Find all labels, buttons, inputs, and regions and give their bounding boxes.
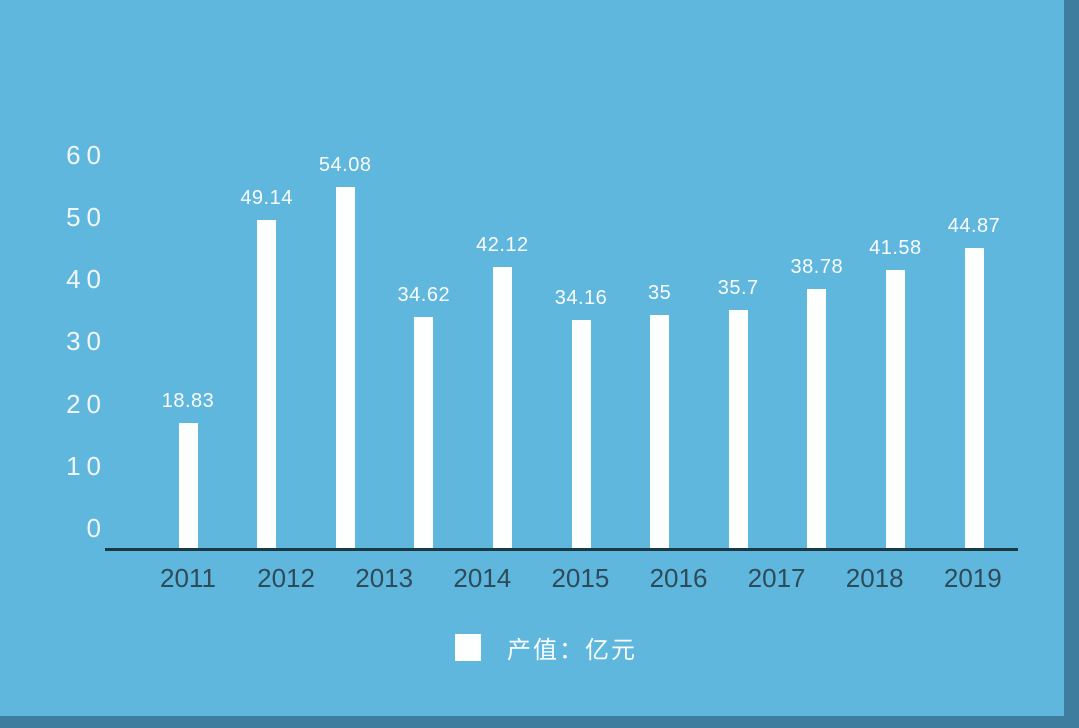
x-axis-year-label-2013: 2013	[355, 563, 414, 593]
bar-7	[728, 309, 748, 551]
legend: 产值：亿元	[455, 630, 637, 665]
bar-3	[414, 317, 434, 551]
y-axis-tick-label-60: 60	[66, 139, 107, 170]
bar-5	[571, 320, 591, 551]
bar-0	[178, 422, 198, 551]
y-axis-tick-label-0: 0	[86, 513, 107, 543]
bar-value-label-5: 34.16	[554, 287, 608, 310]
bar-4	[492, 266, 512, 551]
bar-1	[257, 219, 277, 551]
bar-8	[807, 289, 827, 551]
y-axis-tick-label-20: 20	[66, 388, 107, 419]
bar-value-label-0: 18.83	[161, 389, 215, 412]
y-axis-tick-label-40: 40	[66, 264, 107, 295]
x-axis-year-label-2012: 2012	[257, 563, 316, 593]
x-axis-year-label-2014: 2014	[453, 563, 512, 593]
bar-value-label-8: 38.78	[790, 256, 844, 279]
right-edge-strip	[1064, 0, 1079, 728]
bar-10	[964, 248, 984, 551]
bar-value-label-10: 44.87	[947, 215, 1001, 238]
x-axis-year-label-2018: 2018	[845, 563, 904, 593]
legend-label: 产值：亿元	[507, 637, 637, 664]
bar-2	[335, 186, 355, 551]
bar-value-label-4: 42.12	[476, 233, 529, 256]
x-axis-year-label-2015: 2015	[551, 563, 610, 593]
legend-swatch-icon	[455, 634, 481, 661]
bar-9	[885, 270, 905, 551]
bar-value-label-6: 35	[647, 281, 672, 304]
x-axis-year-label-2011: 2011	[160, 563, 216, 593]
y-axis-tick-label-10: 10	[66, 450, 107, 481]
bar-value-label-1: 49.14	[240, 186, 293, 209]
x-axis-year-label-2016: 2016	[649, 563, 708, 593]
bar-6	[650, 314, 670, 551]
x-axis-year-label-2019: 2019	[943, 563, 1002, 593]
bar-value-label-7: 35.7	[717, 276, 759, 299]
bar-value-label-2: 54.08	[318, 153, 372, 176]
y-axis-tick-label-50: 50	[66, 202, 107, 233]
y-axis-tick-label-30: 30	[66, 326, 107, 357]
bar-value-label-9: 41.58	[869, 237, 922, 260]
x-axis-year-label-2017: 2017	[747, 563, 806, 593]
x-axis-line	[105, 548, 1018, 551]
bottom-edge-strip	[0, 716, 1079, 728]
bar-value-label-3: 34.62	[397, 284, 451, 307]
